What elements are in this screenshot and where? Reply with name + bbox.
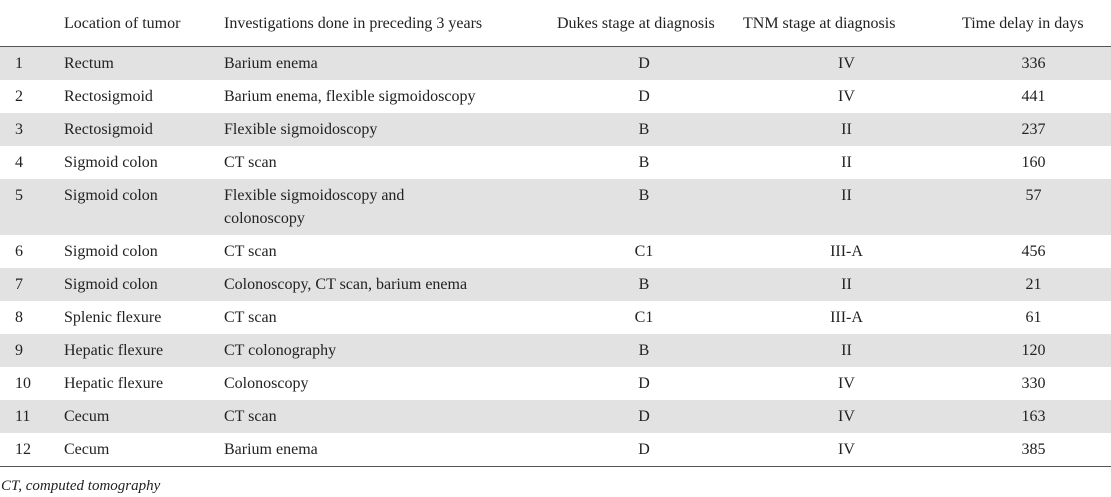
table-cell: 8 <box>15 309 23 326</box>
table-row: 3 Rectosigmoid Flexible sigmoidoscopy B II 23… <box>0 113 1111 146</box>
table-cell: 336 <box>956 46 1111 80</box>
table-cell: Flexible sigmoidoscopy and colonoscopy <box>224 179 551 235</box>
table-cell: 2 <box>15 88 23 105</box>
table-cell: IV <box>737 46 956 80</box>
table-row: 9 Hepatic flexure CT colonography B II 120 <box>0 334 1111 367</box>
table-cell: C1 <box>634 243 654 260</box>
table-cell: B <box>551 334 737 367</box>
table-cell: Hepatic flexure <box>64 334 224 367</box>
table-row: 12 Cecum Barium enema D IV 385 <box>0 433 1111 467</box>
table-cell: 456 <box>1021 243 1046 260</box>
table-cell: 7 <box>0 268 64 301</box>
header-cell <box>0 0 64 47</box>
table-row: 7 Sigmoid colon Colonoscopy, CT scan, bari… <box>0 268 1111 301</box>
footnote: CT, computed tomography <box>1 478 161 494</box>
table-cell: II <box>737 334 956 367</box>
table-cell: 61 <box>1025 309 1042 326</box>
table-cell: 385 <box>956 433 1111 467</box>
table-cell: Barium enema, flexible sigmoidoscopy <box>224 88 476 105</box>
table-cell: III-A <box>830 243 863 260</box>
table-cell: 330 <box>1021 375 1046 392</box>
header-cell: Investigations done in preceding 3 years <box>224 0 551 47</box>
table-header: Location of tumor Investigations done in … <box>0 0 1111 47</box>
table-cell: Sigmoid colon <box>64 268 224 301</box>
table-cell: Flexible sigmoidoscopy <box>224 113 551 146</box>
table-cell: D <box>551 46 737 80</box>
table-cell: CT colonography <box>224 334 551 367</box>
table-cell: Colonoscopy, CT scan, barium enema <box>224 268 551 301</box>
table-cell: 120 <box>956 334 1111 367</box>
table-cell: II <box>737 268 956 301</box>
table-row: 4 Sigmoid colon CT scan B II 160 <box>0 146 1111 179</box>
table-cell: Barium enema <box>224 433 551 467</box>
table-cell: III-A <box>830 309 863 326</box>
table-cell: 163 <box>956 400 1111 433</box>
table-cell: 237 <box>956 113 1111 146</box>
table-cell: Cecum <box>64 433 224 467</box>
table-cell: D <box>638 375 650 392</box>
table-cell: IV <box>737 400 956 433</box>
table-cell: 9 <box>0 334 64 367</box>
header-cell: Location of tumor <box>64 0 224 47</box>
table-cell: Hepatic flexure <box>64 375 164 392</box>
table-cell: IV <box>838 88 855 105</box>
table-row: 1 Rectum Barium enema D IV 336 <box>0 46 1111 80</box>
table-cell: Sigmoid colon <box>64 243 158 260</box>
table-cell: D <box>551 433 737 467</box>
table-cell: Rectosigmoid <box>64 88 153 105</box>
table-cell: Sigmoid colon <box>64 179 224 235</box>
table-cell: II <box>737 179 956 235</box>
table-cell: D <box>638 88 650 105</box>
table-cell: 1 <box>0 46 64 80</box>
table-cell: 11 <box>0 400 64 433</box>
table-cell: CT scan <box>224 309 277 326</box>
table-cell: B <box>551 179 737 235</box>
header-row: Location of tumor Investigations done in … <box>0 0 1111 47</box>
table-cell: IV <box>737 433 956 467</box>
table-cell: IV <box>838 375 855 392</box>
table-cell: II <box>737 113 956 146</box>
table-cell: 21 <box>956 268 1111 301</box>
header-cell: Time delay in days <box>956 0 1111 47</box>
table-cell: II <box>841 154 852 171</box>
table-cell: B <box>638 154 650 171</box>
table-cell: CT scan <box>224 243 277 260</box>
table-cell: Splenic flexure <box>64 309 162 326</box>
table-cell: CT scan <box>224 400 551 433</box>
table-cell: B <box>551 113 737 146</box>
table-cell: 12 <box>0 433 64 467</box>
table-cell: B <box>551 268 737 301</box>
header-cell: TNM stage at diagnosis <box>737 0 956 47</box>
table-cell: D <box>551 400 737 433</box>
table-cell: 6 <box>15 243 23 260</box>
table-cell: 441 <box>1021 88 1046 105</box>
table-cell: 3 <box>0 113 64 146</box>
table-cell: Colonoscopy <box>224 375 309 392</box>
table-row: 6 Sigmoid colon CT scan C1 III-A 456 <box>0 235 1111 268</box>
table-cell: C1 <box>634 309 654 326</box>
data-table: Location of tumor Investigations done in … <box>0 0 1111 467</box>
table-row: 8 Splenic flexure CT scan C1 III-A 61 <box>0 301 1111 334</box>
table-row: 11 Cecum CT scan D IV 163 <box>0 400 1111 433</box>
table-row: 5 Sigmoid colon Flexible sigmoidoscopy and… <box>0 179 1111 235</box>
table-cell: Barium enema <box>224 46 551 80</box>
table-row: 2 Rectosigmoid Barium enema, flexible sigm… <box>0 80 1111 113</box>
table-cell: CT scan <box>224 154 277 171</box>
table-cell: 4 <box>15 154 23 171</box>
table-cell: 5 <box>0 179 64 235</box>
table-cell: Rectum <box>64 46 224 80</box>
header-cell: Dukes stage at diagnosis <box>551 0 737 47</box>
table-cell: Cecum <box>64 400 224 433</box>
table-row: 10 Hepatic flexure Colonoscopy D IV 330 <box>0 367 1111 400</box>
table-cell: 10 <box>15 375 31 392</box>
table-cell: 160 <box>1021 154 1046 171</box>
table-cell: 57 <box>956 179 1111 235</box>
table-body: 1 Rectum Barium enema D IV 336 2 Rectosigmoid Ba… <box>0 46 1111 467</box>
table-cell: Rectosigmoid <box>64 113 224 146</box>
table-cell: Sigmoid colon <box>64 154 158 171</box>
